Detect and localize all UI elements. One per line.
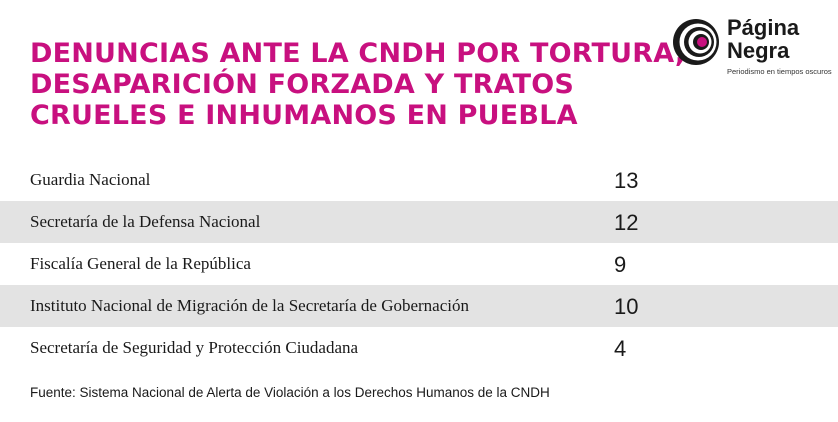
title-line: DESAPARICIÓN FORZADA Y TRATOS: [30, 69, 574, 100]
table-row: Secretaría de Seguridad y Protección Ciu…: [0, 327, 838, 369]
concentric-circles-logo-icon: [673, 19, 719, 65]
row-value: 13: [614, 168, 639, 193]
table-row: Fiscalía General de la República 9: [0, 243, 838, 285]
logo-line: Negra: [727, 38, 790, 63]
logo-tagline: Periodismo en tiempos oscuros: [727, 67, 832, 76]
row-label: Secretaría de la Defensa Nacional: [30, 212, 261, 231]
source-note: Fuente: Sistema Nacional de Alerta de Vi…: [30, 385, 550, 400]
row-value: 12: [614, 210, 639, 235]
row-value: 4: [614, 336, 627, 361]
title-line: CRUELES E INHUMANOS EN PUEBLA: [30, 100, 578, 131]
table-row: Instituto Nacional de Migración de la Se…: [0, 285, 838, 327]
row-label: Instituto Nacional de Migración de la Se…: [30, 296, 469, 315]
row-value: 10: [614, 294, 639, 319]
table-row: Guardia Nacional 13: [0, 159, 838, 201]
logo-line: Página: [727, 15, 800, 40]
logo-wordmark: Página Negra: [727, 16, 799, 62]
title-line: DENUNCIAS ANTE LA CNDH POR TORTURA,: [30, 38, 686, 69]
row-label: Secretaría de Seguridad y Protección Ciu…: [30, 338, 359, 357]
row-value: 9: [614, 252, 627, 277]
chart-title: DENUNCIAS ANTE LA CNDH POR TORTURA, DESA…: [30, 38, 686, 131]
row-label: Guardia Nacional: [30, 170, 151, 189]
table-row: Secretaría de la Defensa Nacional 12: [0, 201, 838, 243]
pagina-negra-logo: Página Negra Periodismo en tiempos oscur…: [672, 16, 832, 80]
data-table: Guardia Nacional 13 Secretaría de la Defen…: [0, 159, 838, 369]
row-label: Fiscalía General de la República: [30, 254, 251, 273]
